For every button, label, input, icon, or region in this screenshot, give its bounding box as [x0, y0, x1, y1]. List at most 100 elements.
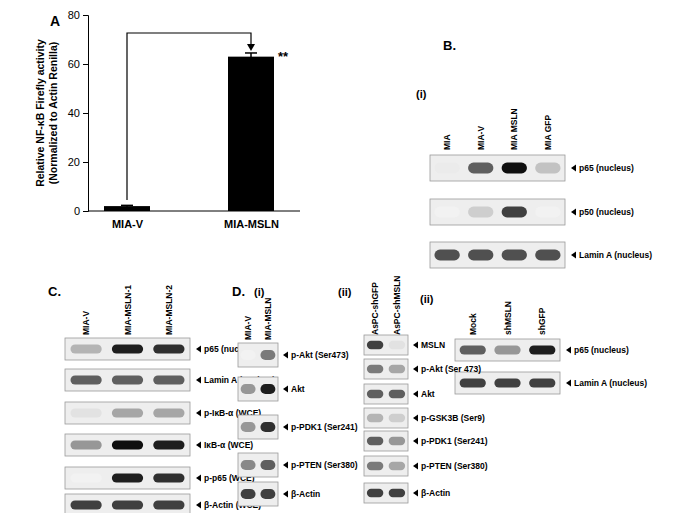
label-arrow	[283, 386, 288, 393]
band	[112, 500, 143, 509]
band	[494, 345, 520, 354]
y-tick-mark	[83, 162, 88, 163]
lane-label: AsPC-shGFP	[370, 282, 380, 335]
band	[241, 350, 256, 360]
row-label: p-Akt (Ser473)	[291, 350, 349, 360]
label-arrow	[196, 377, 201, 384]
row-label: p-GSK3B (Ser9)	[421, 413, 485, 423]
lane-label: Mock	[468, 313, 478, 335]
band	[468, 163, 493, 174]
x-tick: MIA-V	[112, 211, 144, 230]
row-label: p-Akt (Ser 473)	[421, 364, 481, 374]
label-arrow	[413, 391, 418, 398]
band	[389, 390, 405, 398]
y-tick-mark	[83, 211, 88, 212]
blot-strip	[65, 494, 190, 513]
band	[153, 440, 184, 449]
y-axis-title: (Normalized to Actin Renilla)	[47, 42, 59, 185]
band	[502, 163, 527, 174]
row-label: p65 (nucleus)	[574, 345, 629, 355]
y-tick-mark	[83, 113, 88, 114]
row-label: p-PTEN (Ser380)	[291, 460, 358, 470]
label-arrow	[196, 475, 201, 482]
blot-strip	[65, 338, 190, 360]
blot-strip	[430, 199, 565, 225]
blot-strip	[65, 369, 190, 391]
label-arrow	[283, 352, 288, 359]
band	[494, 378, 520, 387]
row-label: β-Actin	[421, 488, 450, 498]
error-bar	[121, 205, 133, 206]
band	[389, 489, 405, 497]
y-tick-label: 60	[68, 58, 80, 70]
label-arrow	[413, 366, 418, 373]
band	[112, 473, 143, 482]
band	[460, 345, 486, 354]
blot-strip	[430, 242, 565, 268]
panel-label: C.	[48, 284, 61, 299]
error-bar-cap	[245, 52, 257, 54]
band	[535, 250, 560, 261]
label-arrow	[571, 209, 576, 216]
band	[389, 462, 405, 470]
band	[502, 207, 527, 218]
row-label: p-PDK1 (Ser241)	[421, 436, 488, 446]
band	[153, 408, 184, 417]
blot-strip	[364, 456, 408, 476]
band	[535, 207, 560, 218]
band	[241, 422, 256, 432]
figure: ARelative NF-κB Firefly activity(Normali…	[0, 0, 685, 513]
y-tick-label: 40	[68, 107, 80, 119]
row-label: p50 (nucleus)	[579, 207, 634, 217]
band	[460, 378, 486, 387]
band	[535, 163, 560, 174]
band	[434, 250, 459, 261]
band	[112, 344, 143, 353]
band	[241, 460, 256, 470]
band	[367, 489, 383, 497]
lane-label: MIA-V	[243, 316, 253, 340]
row-label: β-Actin	[291, 489, 320, 499]
blot-strip	[364, 384, 408, 404]
label-arrow	[571, 165, 576, 172]
band	[389, 341, 405, 349]
y-axis-line	[83, 16, 89, 212]
x-tick: MIA-MSLN	[224, 211, 279, 230]
lane-label: shMSLN	[503, 301, 513, 335]
band	[529, 345, 555, 354]
lane-label: MIA-MSLN-2	[164, 285, 174, 335]
blot-strip	[364, 431, 408, 451]
subpanel-label: (i)	[416, 88, 427, 100]
lane-label: MIA	[442, 134, 452, 150]
annotation: **	[278, 49, 289, 64]
band	[70, 375, 101, 384]
y-tick: 0	[74, 205, 88, 217]
y-tick: 60	[68, 58, 88, 70]
band	[529, 378, 555, 387]
label-arrow	[196, 442, 201, 449]
label-arrow	[196, 410, 201, 417]
blot-strip	[238, 343, 278, 367]
y-tick: 20	[68, 156, 88, 168]
band	[434, 163, 459, 174]
y-tick-label: 80	[68, 9, 80, 21]
band	[70, 408, 101, 417]
x-tick-label: MIA-MSLN	[224, 218, 279, 230]
y-tick-label: 20	[68, 156, 80, 168]
label-arrow	[196, 346, 201, 353]
band	[367, 414, 383, 422]
band	[153, 375, 184, 384]
blot-strip	[364, 359, 408, 379]
row-label: Lamin A (nucleus)	[579, 250, 652, 260]
label-arrow	[413, 438, 418, 445]
row-label: Lamin A (nucleus)	[574, 378, 647, 388]
band	[502, 250, 527, 261]
label-arrow	[413, 490, 418, 497]
blot-strip	[238, 482, 278, 506]
panel-label: A	[50, 13, 60, 29]
band	[260, 422, 275, 432]
band	[241, 384, 256, 394]
y-tick-mark	[83, 64, 88, 65]
y-tick-label: 0	[74, 205, 80, 217]
label-arrow	[566, 347, 571, 354]
